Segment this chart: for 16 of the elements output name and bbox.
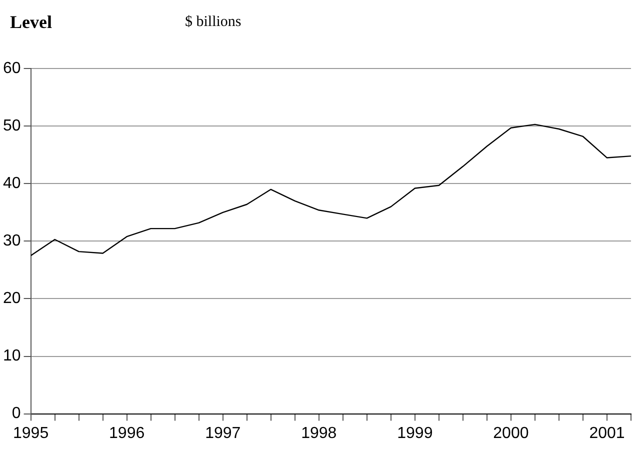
y-tick-label: 30 <box>3 232 21 250</box>
x-tick-label: 1995 <box>13 424 49 442</box>
x-tick-label: 2001 <box>589 424 625 442</box>
x-tick-label: 1996 <box>109 424 145 442</box>
chart-subtitle: $ billions <box>185 14 242 31</box>
x-tick-label: 2000 <box>493 424 529 442</box>
x-tick-label: 1997 <box>205 424 241 442</box>
chart-title: Level <box>10 12 52 33</box>
x-tick-label: 1998 <box>301 424 337 442</box>
y-tick-label: 0 <box>12 405 21 422</box>
y-tick-label: 50 <box>3 118 21 135</box>
y-tick-label: 60 <box>3 60 21 78</box>
y-tick-label: 10 <box>3 348 21 365</box>
x-tick-label: 1999 <box>397 424 433 442</box>
y-tick-label: 20 <box>3 290 21 308</box>
y-tick-label: 40 <box>3 175 21 192</box>
